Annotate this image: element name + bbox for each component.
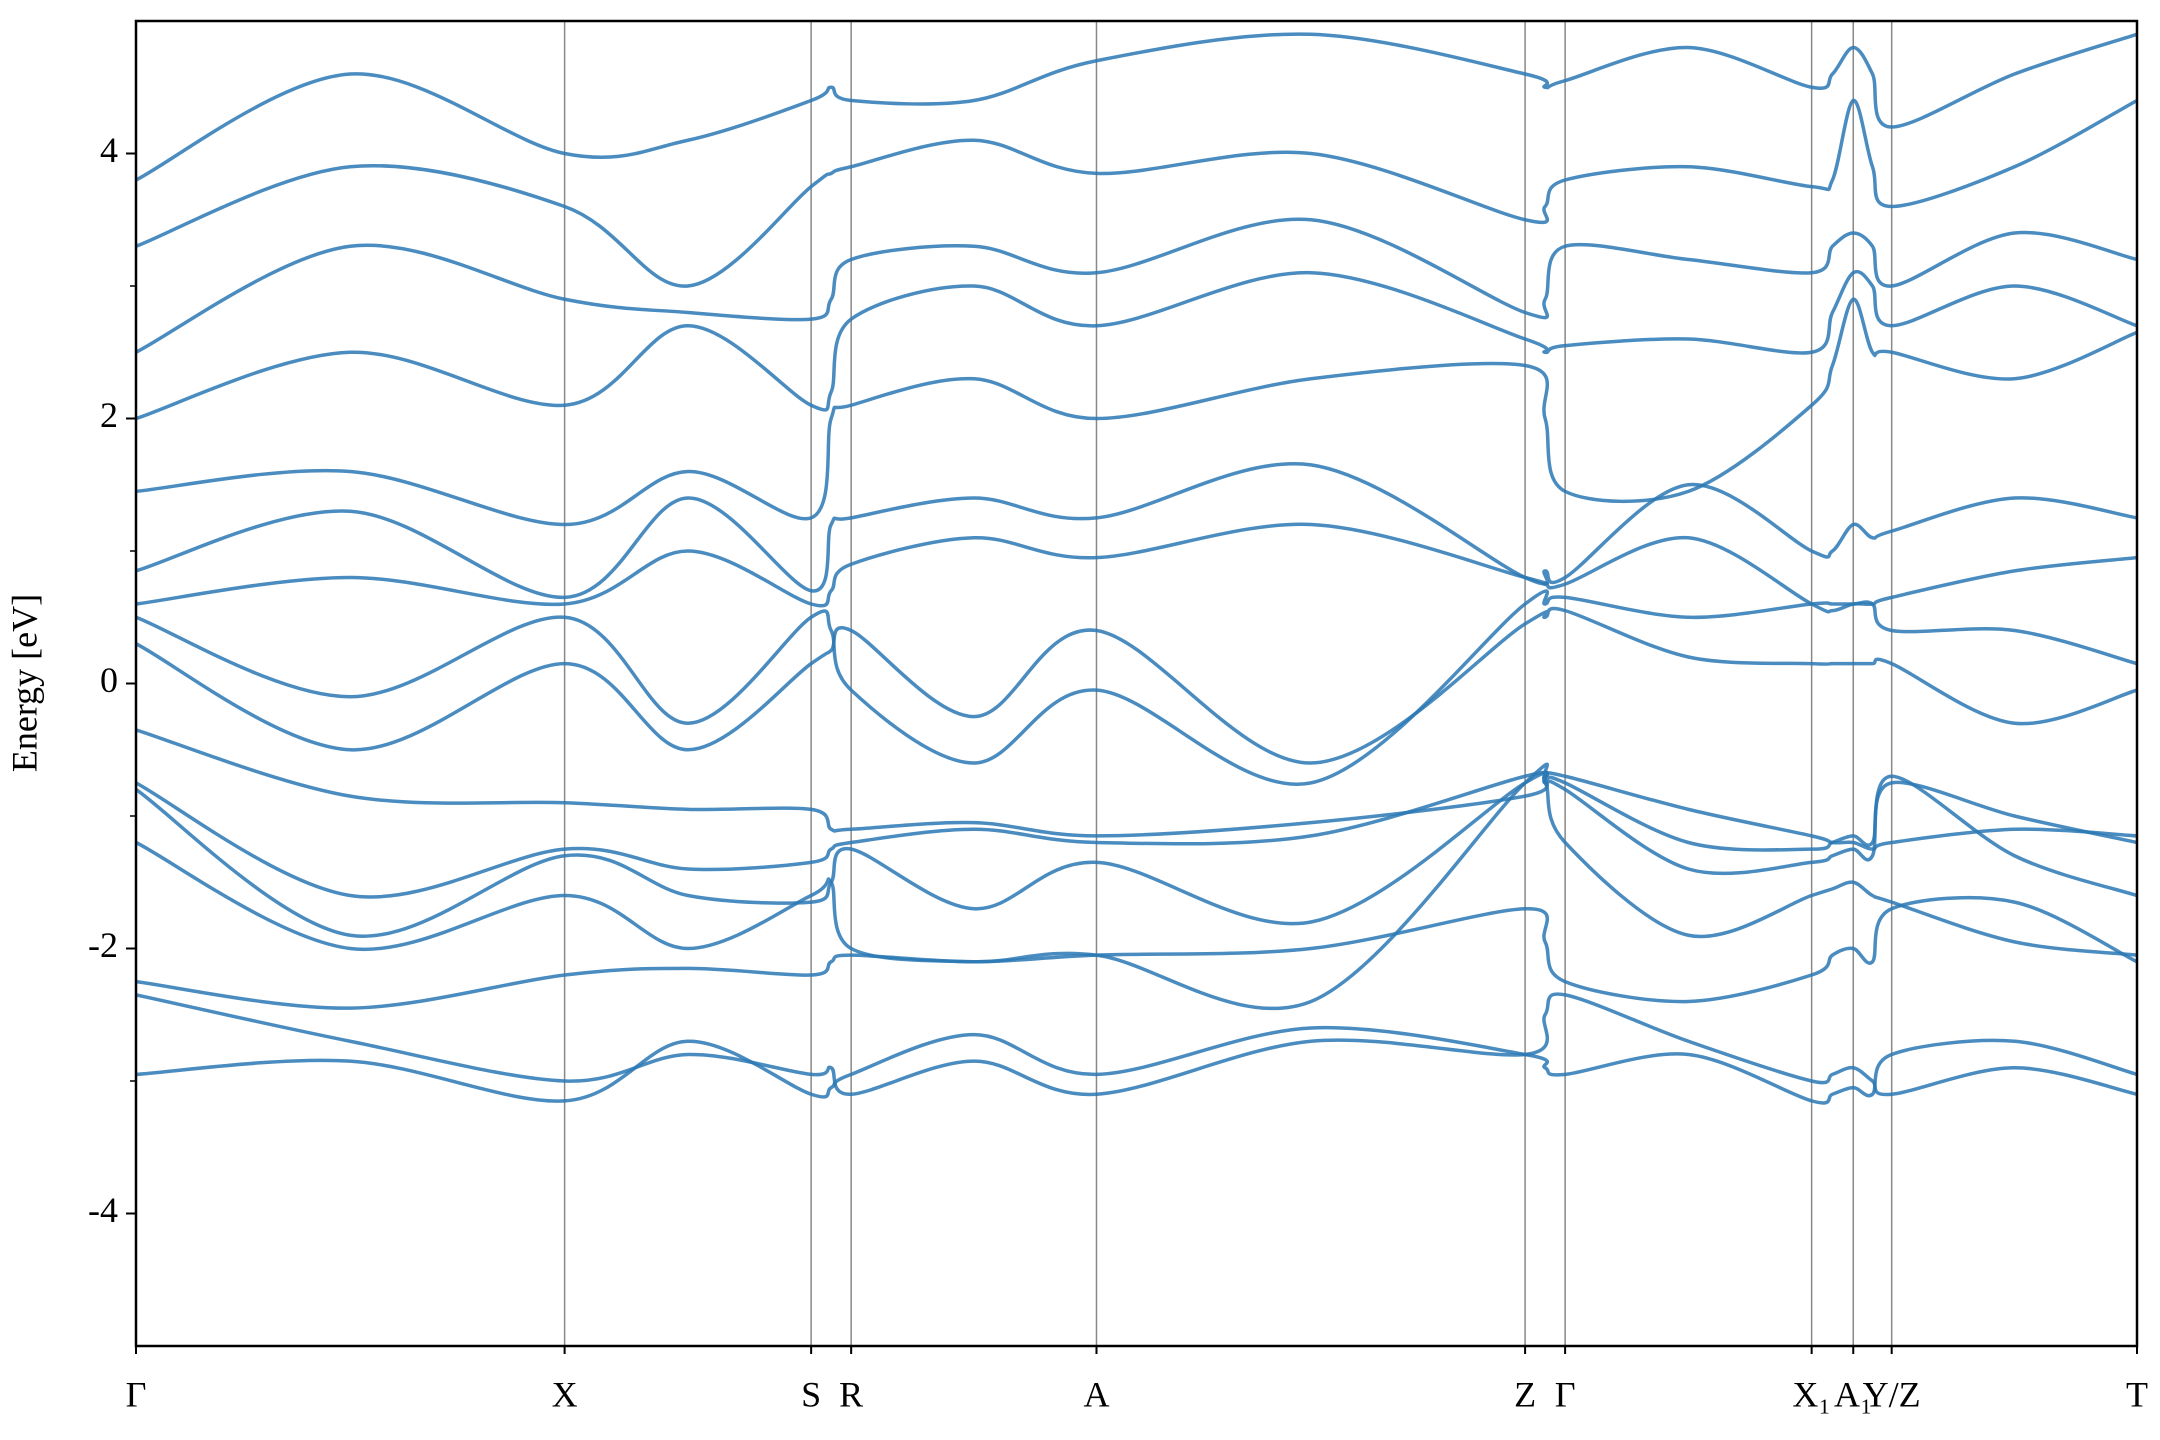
band-line	[136, 1025, 2137, 1105]
band-line	[136, 770, 2137, 899]
x-tick-label: Γ	[1555, 1374, 1576, 1414]
x-tick-label: Γ	[126, 1374, 147, 1414]
band-line	[136, 589, 2137, 786]
band-line	[136, 32, 2137, 182]
x-tick-label: T	[2126, 1374, 2148, 1414]
y-tick-label: -2	[88, 925, 118, 965]
band-line	[136, 606, 2137, 765]
band-line	[136, 992, 2137, 1097]
band-line	[136, 297, 2137, 527]
y-tick-label: 2	[100, 395, 118, 435]
band-line	[136, 522, 2137, 614]
band-line	[136, 728, 2137, 851]
x-tick-label: S	[801, 1374, 821, 1414]
x-tick-label: R	[839, 1374, 863, 1414]
x-tick-label: Y/Z	[1863, 1374, 1921, 1414]
plot-frame	[134, 19, 2139, 1348]
y-axis-label: Energy [eV]	[4, 594, 44, 772]
x-tick-label: Z	[1514, 1374, 1536, 1414]
x-tick-label: X	[552, 1374, 578, 1414]
band-line	[136, 217, 2137, 354]
band-line	[136, 269, 2137, 421]
y-tick-label: -4	[88, 1190, 118, 1230]
band-line	[136, 762, 2137, 1011]
x-tick-label: X₁	[1792, 1374, 1831, 1414]
band-line	[136, 98, 2137, 288]
x-tick-label: A	[1083, 1374, 1109, 1414]
x-tick-label: A₁	[1834, 1374, 1873, 1414]
bands	[136, 32, 2137, 1105]
band-line	[136, 895, 2137, 1010]
band-line	[136, 462, 2137, 600]
y-tick-label: 0	[100, 660, 118, 700]
y-tick-label: 4	[100, 130, 118, 170]
band-line	[136, 770, 2137, 938]
